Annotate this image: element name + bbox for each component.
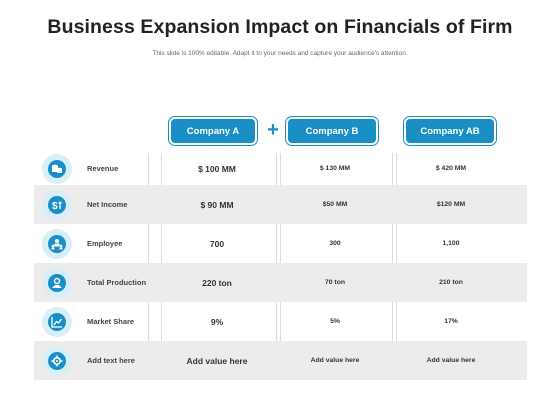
row-label: Total Production	[87, 277, 147, 287]
cell-company-b: $ 130 MM	[319, 165, 351, 172]
slide-subtitle: This slide is 100% editable. Adapt it to…	[152, 50, 408, 57]
cell-company-ab: 17%	[444, 318, 458, 325]
cell-company-a: 220 ton	[202, 277, 232, 288]
market-chart-icon	[42, 307, 72, 337]
cell-company-a: $ 90 MM	[200, 199, 234, 210]
cell-company-b: $50 MM	[322, 201, 348, 208]
table-row-revenue: Revenue $ 100 MM $ 130 MM $ 420 MM	[34, 149, 527, 188]
cell-company-ab: $120 MM	[436, 201, 466, 208]
plus-icon: +	[267, 119, 279, 141]
company-a-header: Company A	[171, 119, 255, 143]
row-label: Market Share	[87, 316, 135, 326]
dollar-growth-icon: $	[42, 190, 72, 220]
cell-company-a: $ 100 MM	[198, 163, 236, 174]
cell-company-ab: $ 420 MM	[435, 165, 467, 172]
table-row-market-share: Market Share 9% 5% 17%	[34, 302, 527, 341]
company-ab-header: Company AB	[406, 119, 494, 143]
table-row-employee: Employee 700 300 1,100	[34, 224, 527, 263]
cell-company-ab: Add value here	[426, 357, 476, 364]
cell-company-b: 300	[329, 240, 341, 247]
coins-icon	[42, 154, 72, 184]
table-row-total-production: Total Production 220 ton 70 ton 210 ton	[34, 263, 527, 302]
row-label: Net Income	[87, 199, 128, 209]
gear-icon	[42, 346, 72, 376]
production-icon	[42, 268, 72, 298]
cell-company-a: Add value here	[186, 355, 248, 366]
cell-company-a: 700	[209, 238, 225, 249]
company-b-header: Company B	[288, 119, 376, 143]
table-row-add-text: Add text here Add value here Add value h…	[34, 341, 527, 380]
slide-title: Business Expansion Impact on Financials …	[47, 16, 513, 38]
row-label: Add text here	[87, 355, 135, 365]
cell-company-b: 70 ton	[324, 279, 346, 286]
cell-company-a: 9%	[210, 316, 224, 327]
team-icon	[42, 229, 72, 259]
row-label: Employee	[87, 238, 123, 248]
row-label: Revenue	[87, 163, 119, 173]
cell-company-ab: 210 ton	[439, 279, 463, 286]
table-row-net-income: $ Net Income $ 90 MM $50 MM $120 MM	[34, 185, 527, 224]
svg-text:$: $	[52, 201, 58, 211]
cell-company-b: 5%	[330, 318, 340, 325]
cell-company-ab: 1,100	[442, 240, 460, 247]
cell-company-b: Add value here	[310, 357, 360, 364]
